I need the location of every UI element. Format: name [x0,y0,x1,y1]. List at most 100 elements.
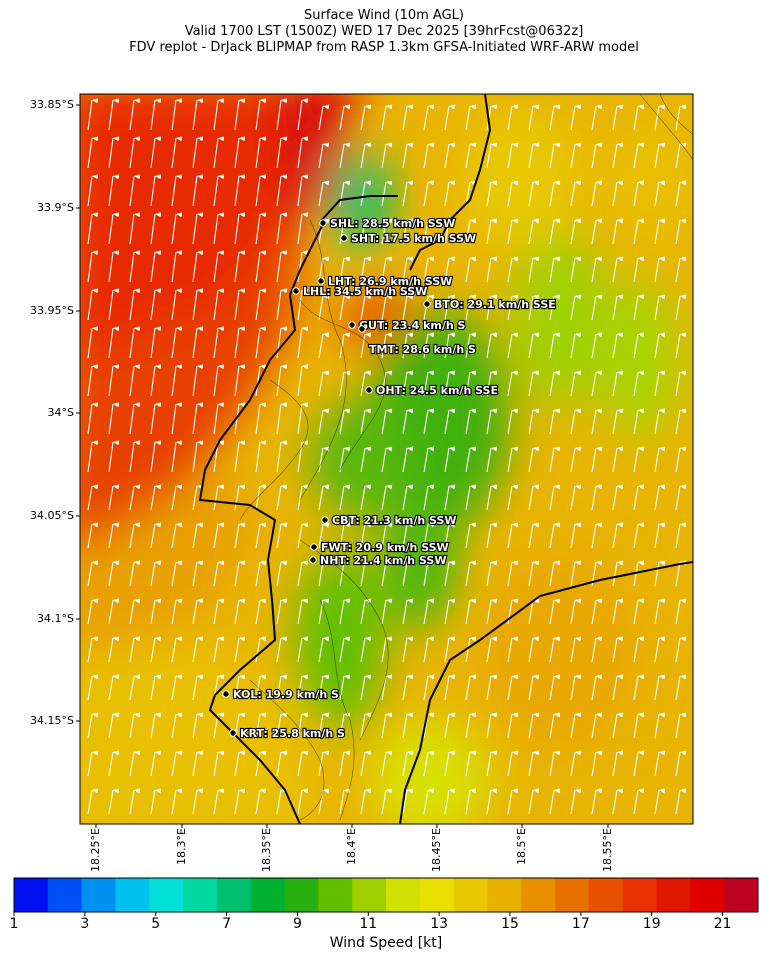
wind-arrow [297,674,309,701]
wind-arrow [423,294,435,321]
wind-arrow [87,174,99,207]
station-label-nht: NHT: 21.4 km/h SSW [320,554,446,567]
wind-arrow [360,218,372,245]
wind-arrow [87,440,99,473]
wind-arrow [570,256,582,283]
wind-arrow [549,522,561,549]
wind-arrow [507,370,519,397]
lat-tick-label: 34°S [47,406,74,419]
wind-arrow [612,180,624,207]
wind-arrow [360,142,372,169]
wind-arrow [339,180,351,207]
wind-arrow [570,750,582,777]
wind-arrow [528,560,540,587]
wind-arrow [633,104,645,131]
wind-arrow [654,256,666,283]
wind-arrow [171,598,183,625]
wind-arrow [297,98,309,131]
wind-arrow [255,440,267,473]
wind-arrow [549,712,561,739]
wind-arrow [381,674,393,701]
wind-arrow [276,250,288,283]
wind-arrow [444,142,456,169]
wind-arrow [612,446,624,473]
wind-arrow [570,104,582,131]
wind-arrow [465,408,477,435]
wind-arrow [507,712,519,739]
wind-arrow [108,636,120,663]
wind-arrow [129,326,141,359]
wind-arrow [444,522,456,549]
wind-arrow [339,750,351,777]
wind-arrow [507,674,519,701]
wind-arrow [633,750,645,777]
wind-arrow [150,440,162,473]
colorbar-swatch [419,878,455,912]
wind-arrow [570,370,582,397]
wind-arrow [675,674,687,701]
wind-arrow [402,218,414,245]
wind-arrow [507,484,519,511]
wind-arrow [675,408,687,435]
false-bay-coastline [399,561,693,824]
wind-arrow [486,522,498,549]
wind-arrow [633,788,645,815]
wind-arrow [381,484,393,511]
wind-arrow [213,788,225,815]
station-dot-shl [319,219,327,227]
wind-arrow [381,332,393,359]
wind-arrow [234,560,246,587]
wind-arrow [318,142,330,169]
station-label-kol: KOL: 19.9 km/h S [233,688,339,701]
wind-arrow [192,636,204,663]
colorbar-swatch [318,878,353,912]
wind-arrow [192,788,204,815]
wind-arrow [360,522,372,549]
wind-arrow [360,256,372,283]
wind-arrow [465,484,477,511]
wind-arrow [675,294,687,321]
wind-arrow [108,522,120,549]
wind-arrow [549,332,561,359]
wind-arrow [402,598,414,625]
wind-arrow [129,288,141,321]
wind-arrow [360,446,372,473]
colorbar-tick-label: 3 [80,916,90,932]
wind-arrow [402,674,414,701]
wind-arrow [87,522,99,549]
wind-arrow [129,636,141,663]
wind-arrow [423,750,435,777]
wind-arrow [108,674,120,701]
wind-arrow [633,370,645,397]
wind-arrow [570,142,582,169]
wind-arrow [465,636,477,663]
wind-arrow [192,522,204,549]
colorbar-tick-label: 15 [501,916,519,932]
wind-arrow [213,560,225,587]
wind-arrow [297,250,309,283]
wind-arrow [381,142,393,169]
wind-arrow [171,288,183,321]
wind-arrow [612,598,624,625]
colorbar-swatch [521,878,556,912]
wind-arrow [276,750,288,777]
station-dot-oht [365,386,373,394]
wind-arrow [675,484,687,511]
wind-arrow [486,560,498,587]
colorbar-frame [13,877,759,913]
wind-arrow [591,408,603,435]
wind-arrow [234,636,246,663]
wind-arrow [633,142,645,169]
wind-arrow [570,636,582,663]
wind-arrow [360,788,372,815]
wind-arrow [675,636,687,663]
wind-arrow [150,750,162,777]
wind-arrow [444,674,456,701]
wind-arrow [423,636,435,663]
wind-arrow [570,484,582,511]
colorbar-swatch [487,878,522,912]
wind-arrow [444,256,456,283]
colorbar-tick-label: 1 [9,916,19,932]
station-dot-krt [229,729,237,737]
wind-arrow [549,788,561,815]
